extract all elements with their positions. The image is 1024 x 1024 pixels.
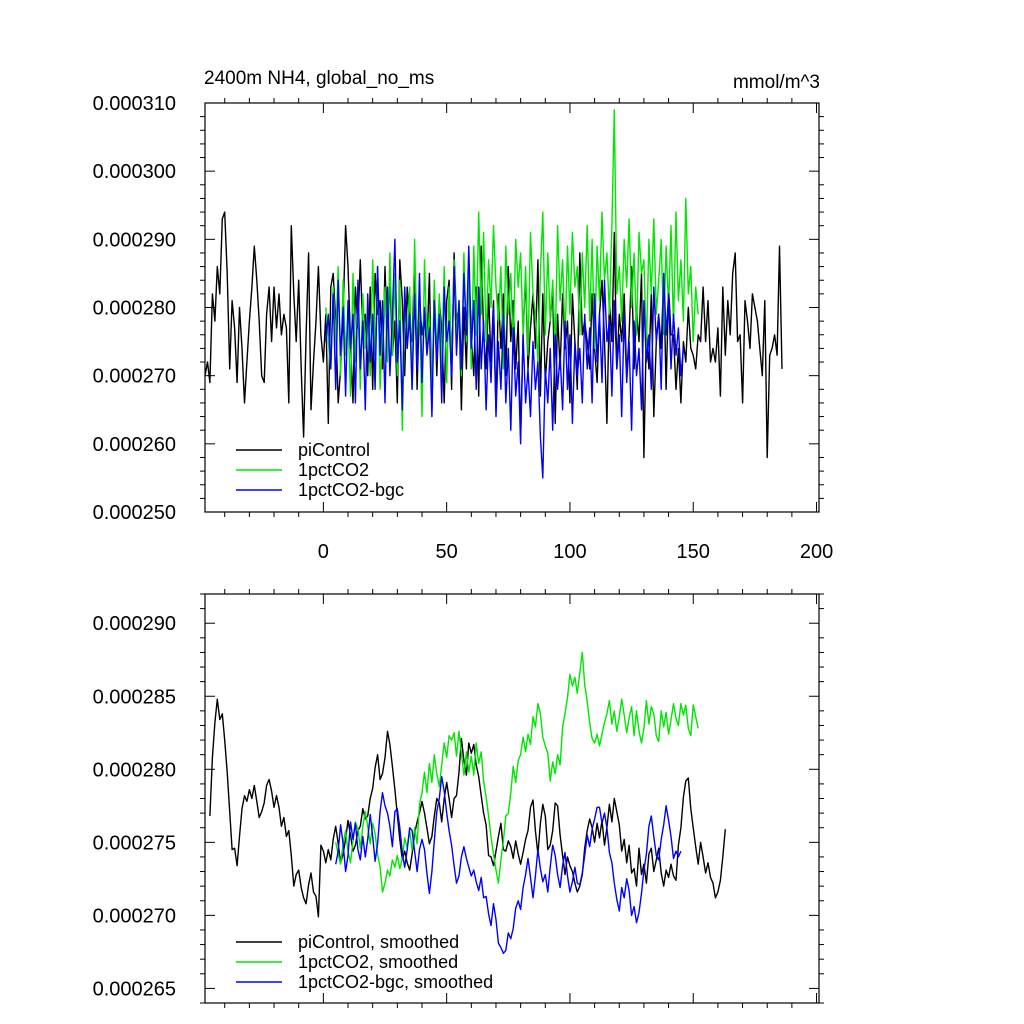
top-x-tick-label: 100 [553, 541, 586, 563]
bottom-y-tick-labels: 0.000265 0.000270 0.000275 0.000280 0.000285… [93, 613, 176, 1000]
legend-label-1pctco2-bgc-smoothed: 1pctCO2-bgc, smoothed [298, 972, 493, 992]
legend-label-1pctco2: 1pctCO2 [298, 460, 369, 480]
top-series-line-picontrol [204, 211, 783, 459]
top-y-tick-label: 0.000260 [93, 434, 176, 456]
units-label: mmol/m^3 [733, 72, 820, 93]
top-y-tick-label: 0.000270 [93, 366, 176, 388]
top-series-lines [204, 109, 783, 479]
bottom-series-lines [209, 651, 726, 954]
top-x-tick-label: 200 [800, 541, 833, 563]
bottom-series-line-picontrol-smoothed [209, 698, 726, 918]
bottom-axis-ticks [200, 589, 824, 1008]
top-series-line-1pctco2-bgc [325, 238, 685, 479]
top-y-tick-label: 0.000290 [93, 229, 176, 251]
legend-label-1pctco2-smoothed: 1pctCO2, smoothed [298, 952, 458, 972]
bottom-panel: 0.000265 0.000270 0.000275 0.000280 0.000285… [93, 589, 824, 1008]
top-x-tick-label: 0 [318, 541, 329, 563]
bottom-series-line-1pctco2-smoothed [335, 651, 699, 893]
top-y-tick-labels: 0.000250 0.000260 0.000270 0.000280 0.000290… [93, 93, 176, 524]
top-x-tick-labels: 0 50 100 150 200 [318, 541, 833, 563]
top-legend: piControl 1pctCO2 1pctCO2-bgc [236, 440, 404, 500]
legend-label-1pctco2-bgc: 1pctCO2-bgc [298, 480, 404, 500]
bottom-y-tick-label: 0.000275 [93, 832, 176, 854]
top-x-tick-label: 50 [436, 541, 458, 563]
top-series-line-1pctco2 [325, 109, 699, 431]
top-y-tick-label: 0.000310 [93, 93, 176, 115]
bottom-y-tick-label: 0.000265 [93, 978, 176, 1000]
bottom-y-tick-label: 0.000270 [93, 905, 176, 927]
bottom-y-tick-label: 0.000290 [93, 613, 176, 635]
top-panel: 2400m NH4, global_no_ms mmol/m^3 0.00025… [93, 68, 834, 563]
bottom-plot-frame [204, 593, 820, 1004]
chart-title: 2400m NH4, global_no_ms [204, 68, 434, 89]
top-y-tick-label: 0.000250 [93, 502, 176, 524]
top-y-tick-label: 0.000300 [93, 161, 176, 183]
top-axis-ticks [200, 98, 824, 517]
top-plot-frame [204, 102, 820, 513]
bottom-y-tick-label: 0.000285 [93, 686, 176, 708]
legend-label-picontrol: piControl [298, 440, 370, 460]
bottom-y-tick-label: 0.000280 [93, 759, 176, 781]
bottom-series-line-1pctco2-bgc-smoothed [335, 775, 682, 954]
top-x-tick-label: 150 [677, 541, 710, 563]
top-y-tick-label: 0.000280 [93, 298, 176, 320]
bottom-legend: piControl, smoothed 1pctCO2, smoothed 1p… [236, 932, 493, 992]
legend-label-picontrol-smoothed: piControl, smoothed [298, 932, 459, 952]
